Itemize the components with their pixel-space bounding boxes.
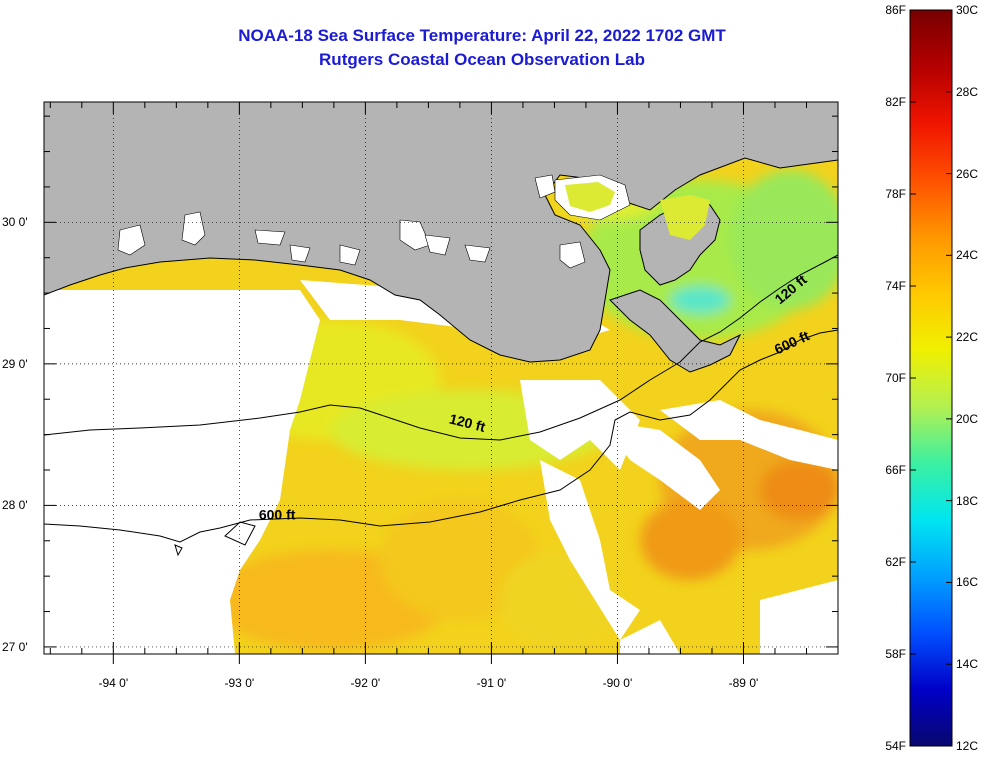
- colorbar-label-c: 18C: [956, 493, 979, 508]
- colorbar-label-f: 62F: [885, 555, 906, 569]
- lat-tick-label: 28 0': [2, 498, 28, 513]
- colorbar-label-c: 24C: [956, 248, 979, 263]
- map-ticks: [44, 102, 839, 664]
- colorbar-label-f: 82F: [885, 95, 906, 109]
- colorbar-label-c: 22C: [956, 330, 979, 345]
- map-subtitle: Rutgers Coastal Ocean Observation Lab: [319, 50, 645, 69]
- colorbar-label-f: 70F: [885, 371, 906, 385]
- lon-tick-label: -91 0': [476, 676, 507, 690]
- contour-label: 600 ft: [259, 507, 296, 523]
- contour-120ft: [44, 254, 838, 441]
- colorbar-label-f: 58F: [885, 647, 906, 661]
- colorbar-label-c: 14C: [956, 657, 979, 672]
- graticule: [44, 102, 838, 654]
- colorbar-label-c: 20C: [956, 411, 979, 426]
- colorbar-label-f: 78F: [885, 187, 906, 201]
- colorbar-label-f: 74F: [885, 279, 906, 293]
- colorbar-label-c: 26C: [956, 166, 979, 181]
- colorbar-label-c: 16C: [956, 575, 979, 590]
- lat-tick-label: 30 0': [2, 215, 28, 230]
- map-frame: [43, 101, 839, 655]
- map-title: NOAA-18 Sea Surface Temperature: April 2…: [238, 26, 726, 45]
- lon-tick-label: -93 0': [224, 676, 255, 690]
- lon-tick-label: -92 0': [350, 676, 381, 690]
- lon-tick-label: -94 0': [98, 676, 129, 690]
- contour-600ft: [44, 329, 838, 543]
- colorbar-label-c: 12C: [956, 739, 979, 753]
- colorbar-label-f: 66F: [885, 463, 906, 477]
- land-mass: [44, 102, 838, 363]
- bathymetry-contours: [44, 254, 838, 557]
- lon-tick-label: -90 0': [602, 676, 633, 690]
- mississippi-delta: [609, 289, 742, 373]
- colorbar-label-f: 54F: [885, 739, 906, 753]
- lat-tick-label: 27 0': [2, 639, 28, 654]
- colorbar-label-c: 30C: [956, 3, 979, 17]
- colorbar-label-f: 86F: [885, 3, 906, 17]
- lat-tick-label: 29 0': [2, 356, 28, 371]
- colorbar-label-c: 28C: [956, 84, 979, 99]
- colorbar: [909, 9, 953, 747]
- inland-water-sst: [565, 182, 710, 240]
- colorbar-ticks: [910, 9, 952, 747]
- lon-tick-label: -89 0': [728, 676, 759, 690]
